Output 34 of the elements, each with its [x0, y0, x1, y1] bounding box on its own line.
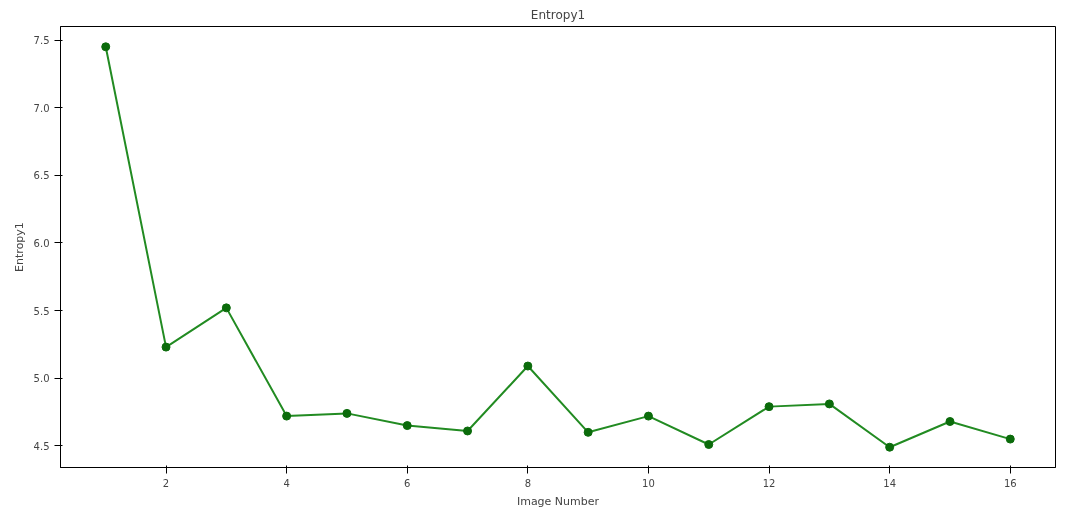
point [523, 361, 533, 371]
chart-title: Entropy1 [530, 7, 586, 22]
point [101, 42, 111, 52]
point [161, 342, 171, 352]
x-tick-label: 10 [642, 477, 655, 489]
point [824, 399, 834, 409]
point [463, 426, 473, 436]
point [945, 417, 955, 426]
x-tick-label: 12 [762, 477, 776, 489]
point [704, 440, 714, 449]
y-tick-label: 6.5 [33, 170, 50, 182]
point [643, 411, 653, 421]
y-tick-label: 5.5 [33, 305, 50, 317]
x-axis-title: Image Number [516, 494, 600, 508]
y-tick-label: 5.0 [33, 373, 50, 385]
y-tick-label: 6.0 [33, 237, 50, 249]
x-tick-label: 6 [404, 477, 411, 489]
point [1005, 434, 1015, 444]
x-tick-label: 4 [283, 477, 290, 489]
point [583, 427, 593, 437]
y-tick-label: 4.5 [33, 440, 50, 452]
point [221, 303, 231, 313]
x-tick-label: 14 [883, 477, 897, 489]
x-tick-label: 8 [524, 477, 532, 489]
point [342, 408, 352, 418]
y-axis-title: Entropy1 [12, 222, 26, 272]
y-tick-label: 7.5 [33, 35, 50, 47]
x-tick-label: 16 [1003, 477, 1017, 489]
point [282, 411, 292, 421]
point [885, 442, 895, 452]
y-tick-label: 7.0 [33, 102, 50, 114]
x-tick-label: 2 [162, 477, 170, 489]
point [764, 402, 774, 412]
point [402, 421, 412, 431]
